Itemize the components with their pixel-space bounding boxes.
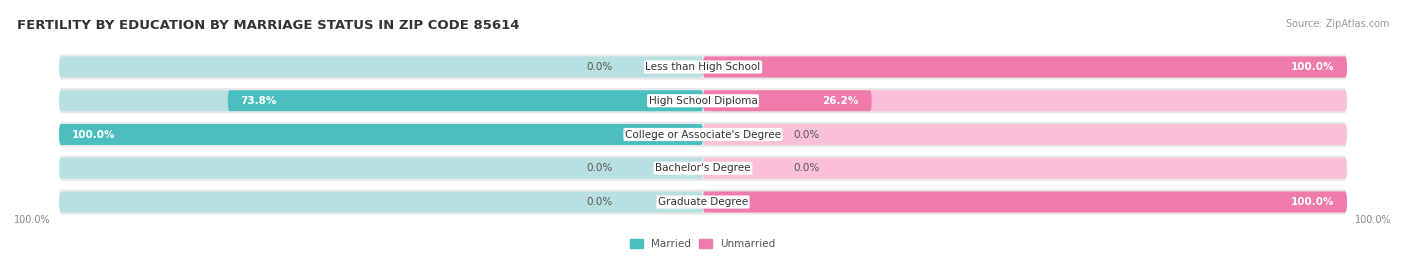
FancyBboxPatch shape: [59, 192, 703, 213]
FancyBboxPatch shape: [59, 124, 703, 145]
Text: Graduate Degree: Graduate Degree: [658, 197, 748, 207]
Text: College or Associate's Degree: College or Associate's Degree: [626, 129, 780, 140]
Text: 100.0%: 100.0%: [72, 129, 115, 140]
Text: 100.0%: 100.0%: [1355, 215, 1392, 225]
FancyBboxPatch shape: [59, 54, 1347, 80]
FancyBboxPatch shape: [703, 158, 1347, 179]
Text: 0.0%: 0.0%: [586, 163, 613, 173]
FancyBboxPatch shape: [703, 56, 1347, 77]
Text: 100.0%: 100.0%: [14, 215, 51, 225]
Text: High School Diploma: High School Diploma: [648, 96, 758, 106]
FancyBboxPatch shape: [703, 124, 1347, 145]
Text: 73.8%: 73.8%: [240, 96, 277, 106]
FancyBboxPatch shape: [59, 189, 1347, 215]
FancyBboxPatch shape: [59, 155, 1347, 181]
Text: Bachelor's Degree: Bachelor's Degree: [655, 163, 751, 173]
Legend: Married, Unmarried: Married, Unmarried: [626, 235, 780, 253]
Text: 0.0%: 0.0%: [586, 62, 613, 72]
FancyBboxPatch shape: [703, 192, 1347, 213]
FancyBboxPatch shape: [59, 122, 1347, 147]
FancyBboxPatch shape: [59, 88, 1347, 114]
Text: FERTILITY BY EDUCATION BY MARRIAGE STATUS IN ZIP CODE 85614: FERTILITY BY EDUCATION BY MARRIAGE STATU…: [17, 19, 519, 32]
Text: 0.0%: 0.0%: [793, 129, 820, 140]
FancyBboxPatch shape: [228, 90, 703, 111]
Text: 0.0%: 0.0%: [793, 163, 820, 173]
FancyBboxPatch shape: [59, 90, 703, 111]
FancyBboxPatch shape: [703, 90, 872, 111]
FancyBboxPatch shape: [59, 158, 703, 179]
Text: Less than High School: Less than High School: [645, 62, 761, 72]
FancyBboxPatch shape: [703, 56, 1347, 77]
FancyBboxPatch shape: [59, 124, 703, 145]
Text: 0.0%: 0.0%: [586, 197, 613, 207]
FancyBboxPatch shape: [703, 90, 1347, 111]
Text: 100.0%: 100.0%: [1291, 197, 1334, 207]
Text: 26.2%: 26.2%: [823, 96, 859, 106]
FancyBboxPatch shape: [703, 192, 1347, 213]
Text: 100.0%: 100.0%: [1291, 62, 1334, 72]
Text: Source: ZipAtlas.com: Source: ZipAtlas.com: [1285, 19, 1389, 29]
FancyBboxPatch shape: [59, 56, 703, 77]
